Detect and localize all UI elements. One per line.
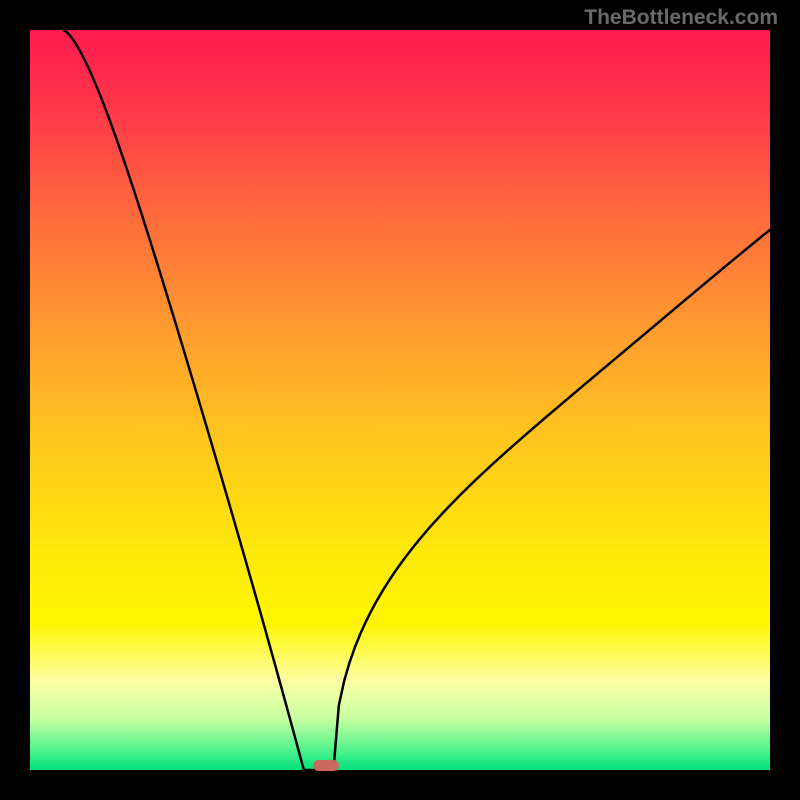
watermark-text: TheBottleneck.com: [584, 6, 778, 30]
current-position-marker: [313, 760, 338, 772]
bottleneck-curve: [30, 30, 770, 770]
bottleneck-curve-path: [63, 30, 770, 770]
chart-plot-area: [30, 30, 770, 770]
